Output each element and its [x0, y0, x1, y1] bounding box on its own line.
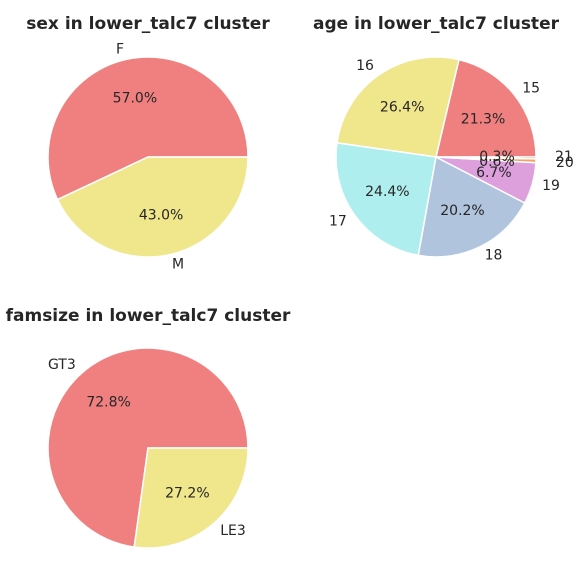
sex-pct-M: 43.0% — [139, 208, 183, 224]
sex-chart-title: sex in lower_talc7 cluster — [26, 14, 270, 34]
sex-pie-chart: sex in lower_talc7 cluster F 57.0% M 43.0% — [26, 14, 270, 272]
age-pct-18: 20.2% — [440, 203, 484, 219]
age-label-16: 16 — [356, 58, 374, 74]
age-slice-21 — [435, 156, 537, 160]
sex-slice-M — [56, 156, 249, 258]
famsize-pie-chart: famsize in lower_talc7 cluster GT3 72.8% LE… — [6, 306, 291, 549]
famsize-pct-LE3: 27.2% — [165, 485, 209, 501]
age-pct-17: 24.4% — [365, 184, 409, 200]
age-slice-18 — [417, 155, 526, 258]
sex-pct-F: 57.0% — [113, 90, 157, 106]
age-pct-15: 21.3% — [461, 112, 505, 128]
sex-label-F: F — [116, 42, 124, 58]
age-slice-16 — [336, 56, 460, 158]
age-label-15: 15 — [522, 81, 540, 97]
famsize-chart-title: famsize in lower_talc7 cluster — [6, 306, 291, 326]
famsize-label-GT3: GT3 — [48, 357, 76, 373]
age-slice-17 — [335, 142, 437, 257]
age-slice-15 — [435, 58, 537, 158]
age-label-20: 20 — [556, 155, 574, 171]
age-pct-21: 0.3% — [479, 149, 515, 165]
age-chart-title: age in lower_talc7 cluster — [313, 14, 560, 34]
age-label-21: 21 — [555, 149, 573, 165]
famsize-slice-LE3 — [133, 447, 249, 549]
age-pct-19: 6.7% — [476, 165, 512, 181]
age-label-17: 17 — [329, 213, 347, 229]
age-label-18: 18 — [485, 248, 503, 264]
famsize-label-LE3: LE3 — [220, 523, 246, 539]
sex-label-M: M — [172, 256, 184, 272]
age-pct-16: 26.4% — [380, 99, 424, 115]
famsize-pct-GT3: 72.8% — [86, 395, 130, 411]
age-label-19: 19 — [542, 178, 560, 194]
sex-slice-F — [47, 56, 249, 201]
age-pie-chart: age in lower_talc7 cluster 15 21.3% 16 26.4%… — [313, 14, 574, 264]
